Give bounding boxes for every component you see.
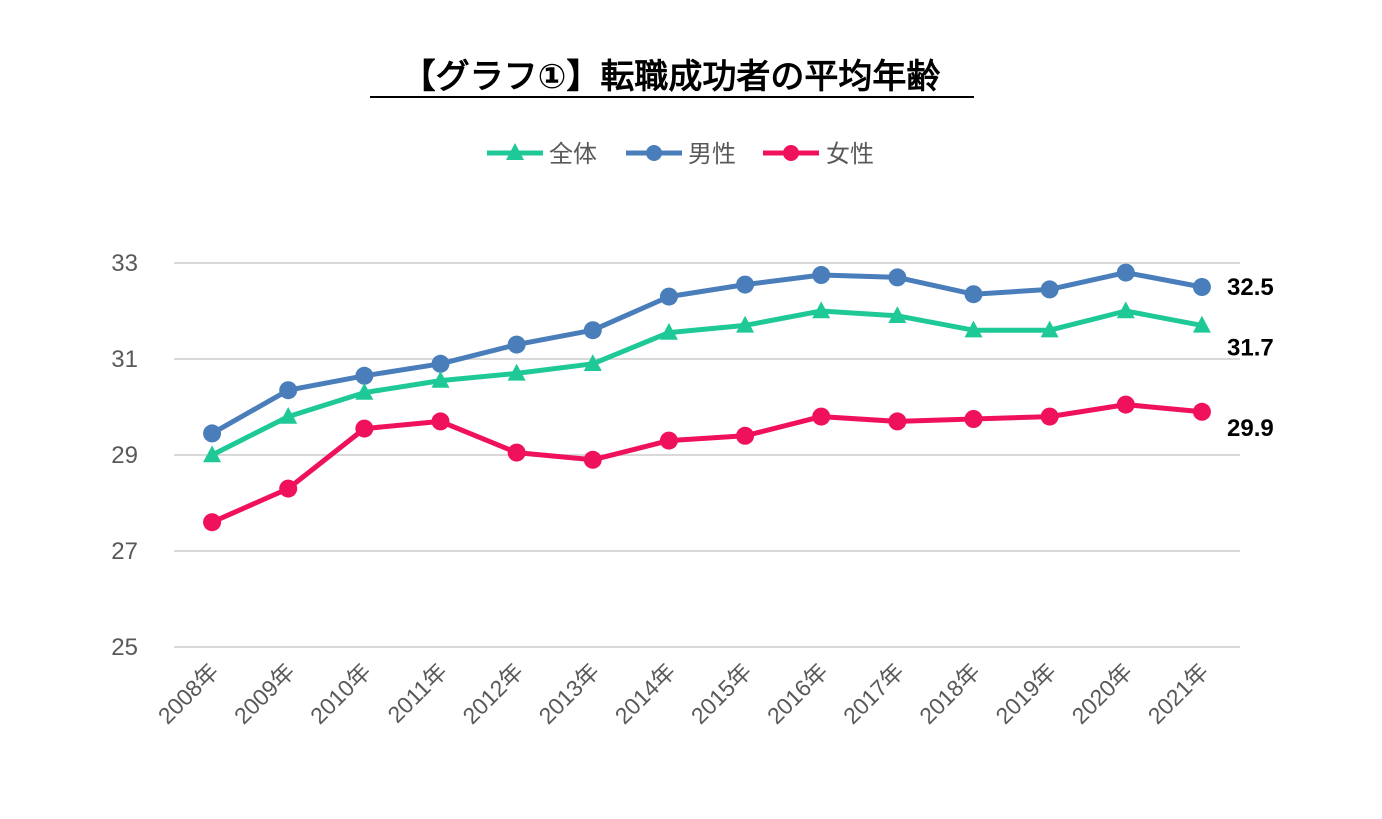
- data-point: [355, 419, 374, 438]
- end-value-label: 31.7: [1227, 334, 1274, 361]
- data-point: [583, 450, 602, 469]
- data-point: [812, 301, 831, 319]
- legend-label: 女性: [826, 140, 874, 168]
- data-point: [279, 381, 298, 400]
- x-axis-ticks: 2008年 2009年 2010年 2011年 2012年 2013年 2014年 2015年…: [153, 658, 1214, 729]
- x-tick-label: 2013年: [533, 658, 604, 729]
- data-point: [1192, 402, 1211, 421]
- data-point: [659, 431, 678, 450]
- data-point: [1116, 301, 1135, 319]
- end-labels: 31.7 32.5 29.9: [1227, 274, 1274, 442]
- data-point: [964, 410, 983, 428]
- data-point: [1192, 278, 1211, 296]
- x-tick-label: 2015年: [686, 658, 757, 729]
- data-point: [431, 412, 450, 431]
- data-point: [1040, 280, 1059, 299]
- series-group: [203, 263, 1211, 532]
- end-value-label: 29.9: [1227, 415, 1274, 442]
- x-tick-label: 2018年: [914, 658, 985, 729]
- data-point: [736, 275, 755, 294]
- y-tick-label: 29: [111, 442, 138, 469]
- data-point: [659, 287, 678, 306]
- x-tick-label: 2009年: [229, 658, 300, 729]
- data-point: [1040, 320, 1059, 338]
- data-point: [431, 371, 450, 388]
- data-point: [1192, 315, 1211, 333]
- data-point: [659, 323, 678, 340]
- x-tick-label: 2017年: [838, 658, 909, 729]
- data-point: [736, 315, 755, 333]
- x-tick-label: 2011年: [382, 658, 452, 728]
- chart-title: 【グラフ①】転職成功者の平均年齢: [402, 57, 941, 97]
- legend-marker: [783, 145, 799, 161]
- data-point: [583, 321, 602, 340]
- x-tick-label: 2012年: [457, 658, 528, 729]
- x-tick-label: 2008年: [153, 658, 224, 729]
- data-point: [736, 426, 755, 445]
- legend-marker: [646, 145, 662, 161]
- y-tick-label: 25: [111, 634, 138, 661]
- data-point: [431, 354, 450, 373]
- legend-label: 全体: [549, 140, 597, 168]
- y-tick-label: 27: [111, 538, 138, 565]
- data-point: [888, 306, 907, 323]
- data-point: [812, 266, 831, 284]
- data-point: [964, 285, 983, 304]
- x-tick-label: 2020年: [1066, 658, 1137, 729]
- end-value-label: 32.5: [1227, 274, 1274, 301]
- data-point: [964, 320, 983, 338]
- data-point: [507, 363, 526, 381]
- x-tick-label: 2014年: [610, 658, 681, 729]
- series-line-1: [209, 270, 1205, 436]
- y-axis-ticks: 25 27 29 31 33: [111, 250, 138, 661]
- data-point: [507, 443, 526, 462]
- data-point: [1116, 395, 1135, 414]
- series-line-2: [209, 402, 1205, 525]
- x-tick-label: 2021年: [1143, 658, 1214, 729]
- data-point: [1116, 263, 1135, 282]
- data-point: [203, 513, 222, 532]
- data-point: [812, 407, 831, 426]
- y-tick-label: 33: [111, 250, 138, 277]
- data-point: [888, 268, 907, 287]
- data-point: [355, 383, 374, 400]
- data-point: [279, 479, 298, 498]
- gridlines: [174, 262, 1240, 648]
- data-point: [888, 412, 907, 431]
- data-point: [203, 445, 222, 463]
- data-point: [203, 424, 222, 443]
- legend-label: 男性: [688, 140, 736, 168]
- x-tick-label: 2016年: [762, 658, 833, 729]
- data-point: [583, 354, 602, 371]
- data-point: [1040, 407, 1059, 426]
- data-point: [355, 366, 374, 385]
- data-point: [279, 407, 298, 424]
- y-tick-label: 31: [111, 346, 138, 373]
- legend-marker: [506, 143, 524, 160]
- series-line-0: [209, 308, 1205, 458]
- x-tick-label: 2010年: [305, 658, 376, 729]
- x-tick-label: 2019年: [990, 658, 1061, 729]
- legend: 全体 男性 女性: [487, 140, 874, 168]
- data-point: [507, 335, 526, 354]
